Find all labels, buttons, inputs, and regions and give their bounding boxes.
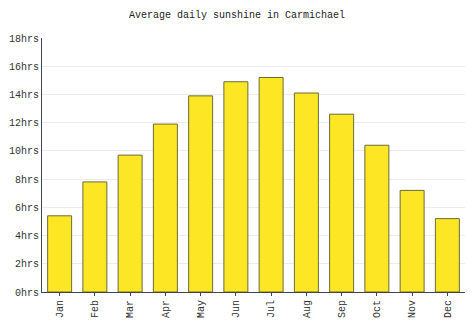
svg-text:Jun: Jun [231, 300, 242, 318]
svg-text:2hrs: 2hrs [15, 259, 39, 270]
svg-text:Oct: Oct [372, 300, 383, 318]
svg-text:18hrs: 18hrs [9, 34, 39, 45]
svg-text:14hrs: 14hrs [9, 90, 39, 101]
svg-text:12hrs: 12hrs [9, 118, 39, 129]
svg-text:Jan: Jan [55, 300, 66, 318]
svg-text:Nov: Nov [407, 300, 418, 318]
svg-text:Apr: Apr [161, 300, 172, 318]
svg-text:0hrs: 0hrs [15, 288, 39, 299]
svg-text:May: May [196, 300, 207, 318]
svg-text:16hrs: 16hrs [9, 62, 39, 73]
svg-text:4hrs: 4hrs [15, 231, 39, 242]
svg-text:Aug: Aug [302, 300, 313, 318]
svg-text:6hrs: 6hrs [15, 203, 39, 214]
svg-text:Feb: Feb [90, 300, 101, 318]
svg-text:8hrs: 8hrs [15, 175, 39, 186]
svg-text:Jul: Jul [266, 300, 277, 318]
svg-text:10hrs: 10hrs [9, 146, 39, 157]
svg-text:Dec: Dec [443, 300, 454, 318]
svg-text:Mar: Mar [125, 300, 136, 318]
svg-text:Average daily sunshine in Carm: Average daily sunshine in Carmichael [129, 10, 345, 21]
svg-text:Sep: Sep [337, 300, 348, 318]
